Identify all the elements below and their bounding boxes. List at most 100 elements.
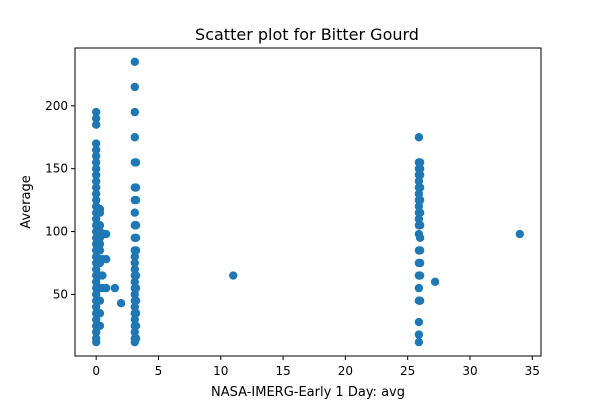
- x-tick-label: 5: [155, 364, 163, 378]
- data-point: [91, 151, 101, 161]
- data-point: [131, 271, 141, 280]
- data-point: [91, 177, 101, 186]
- data-point: [415, 170, 425, 180]
- data-point: [95, 208, 105, 217]
- data-point: [414, 202, 424, 211]
- data-point: [415, 158, 425, 167]
- data-point: [131, 246, 141, 255]
- data-point: [414, 214, 424, 224]
- data-point: [130, 133, 140, 142]
- data-point: [91, 114, 101, 123]
- data-point: [415, 246, 425, 255]
- data-point: [91, 158, 101, 167]
- data-point: [131, 309, 141, 318]
- data-point: [130, 82, 140, 92]
- data-point: [131, 183, 141, 192]
- data-point: [91, 139, 101, 148]
- data-point: [515, 229, 525, 239]
- y-tick-label: 50: [53, 287, 68, 301]
- data-point: [91, 265, 101, 274]
- data-point: [91, 290, 101, 299]
- x-tick-label: 35: [525, 364, 540, 378]
- data-point: [415, 221, 425, 230]
- x-tick-label: 0: [92, 364, 100, 378]
- data-point: [91, 189, 101, 199]
- data-point: [229, 271, 238, 280]
- data-point: [131, 321, 141, 331]
- data-point: [95, 321, 105, 331]
- data-point: [414, 133, 424, 142]
- data-point: [101, 255, 111, 264]
- data-point: [91, 195, 101, 205]
- data-point: [131, 334, 141, 343]
- data-point: [91, 120, 101, 129]
- data-point: [95, 246, 105, 255]
- data-point: [130, 252, 140, 261]
- x-tick-label: 25: [400, 364, 415, 378]
- data-point: [101, 229, 111, 239]
- data-point: [101, 283, 111, 293]
- data-point: [130, 315, 140, 324]
- data-point: [131, 195, 141, 205]
- data-point: [91, 164, 101, 173]
- y-axis-label: Average: [19, 175, 34, 228]
- data-point: [130, 265, 140, 274]
- data-point: [130, 57, 140, 67]
- x-axis-ticks: 0 5 10 15 20 25 30 35: [92, 356, 540, 378]
- data-point: [91, 107, 101, 117]
- data-point: [415, 164, 425, 173]
- data-point: [91, 277, 101, 287]
- data-point: [130, 327, 140, 337]
- data-point: [91, 302, 101, 312]
- data-points: [91, 57, 525, 347]
- data-point: [415, 258, 425, 268]
- x-tick-label: 10: [213, 364, 228, 378]
- data-point: [130, 208, 140, 217]
- data-point: [130, 258, 140, 268]
- data-point: [91, 183, 101, 192]
- data-point: [95, 239, 105, 249]
- data-point: [91, 327, 101, 337]
- data-point: [414, 189, 424, 199]
- data-point: [130, 302, 140, 312]
- x-axis-label: NASA-IMERG-Early 1 Day: avg: [211, 385, 405, 400]
- x-tick-label: 20: [338, 364, 353, 378]
- data-point: [91, 170, 101, 180]
- data-point: [414, 177, 424, 186]
- data-point: [95, 309, 105, 318]
- data-point: [130, 290, 140, 299]
- y-axis-ticks: 50 100 150 200: [45, 99, 75, 301]
- y-tick-label: 150: [45, 162, 68, 176]
- data-point: [131, 233, 141, 243]
- data-point: [414, 317, 424, 327]
- data-point: [415, 195, 425, 205]
- plot-frame: [74, 47, 542, 357]
- data-point: [130, 107, 140, 117]
- data-point: [91, 214, 101, 224]
- data-point: [110, 283, 120, 293]
- data-point: [430, 277, 440, 287]
- data-point: [414, 337, 424, 347]
- data-point: [131, 158, 141, 167]
- data-point: [131, 296, 141, 305]
- data-point: [98, 271, 107, 280]
- y-tick-label: 100: [45, 225, 68, 239]
- data-point: [116, 299, 126, 308]
- data-point: [414, 283, 424, 293]
- data-point: [415, 296, 425, 305]
- x-tick-label: 30: [462, 364, 477, 378]
- data-point: [415, 183, 425, 192]
- data-point: [415, 208, 425, 217]
- data-point: [95, 221, 105, 230]
- data-point: [415, 271, 425, 280]
- data-point: [131, 221, 141, 230]
- data-point: [131, 283, 141, 293]
- data-point: [91, 337, 101, 347]
- data-point: [91, 145, 101, 155]
- y-tick-label: 200: [45, 99, 68, 113]
- data-point: [130, 277, 140, 287]
- data-point: [414, 330, 424, 339]
- data-point: [415, 233, 425, 243]
- x-tick-label: 15: [275, 364, 290, 378]
